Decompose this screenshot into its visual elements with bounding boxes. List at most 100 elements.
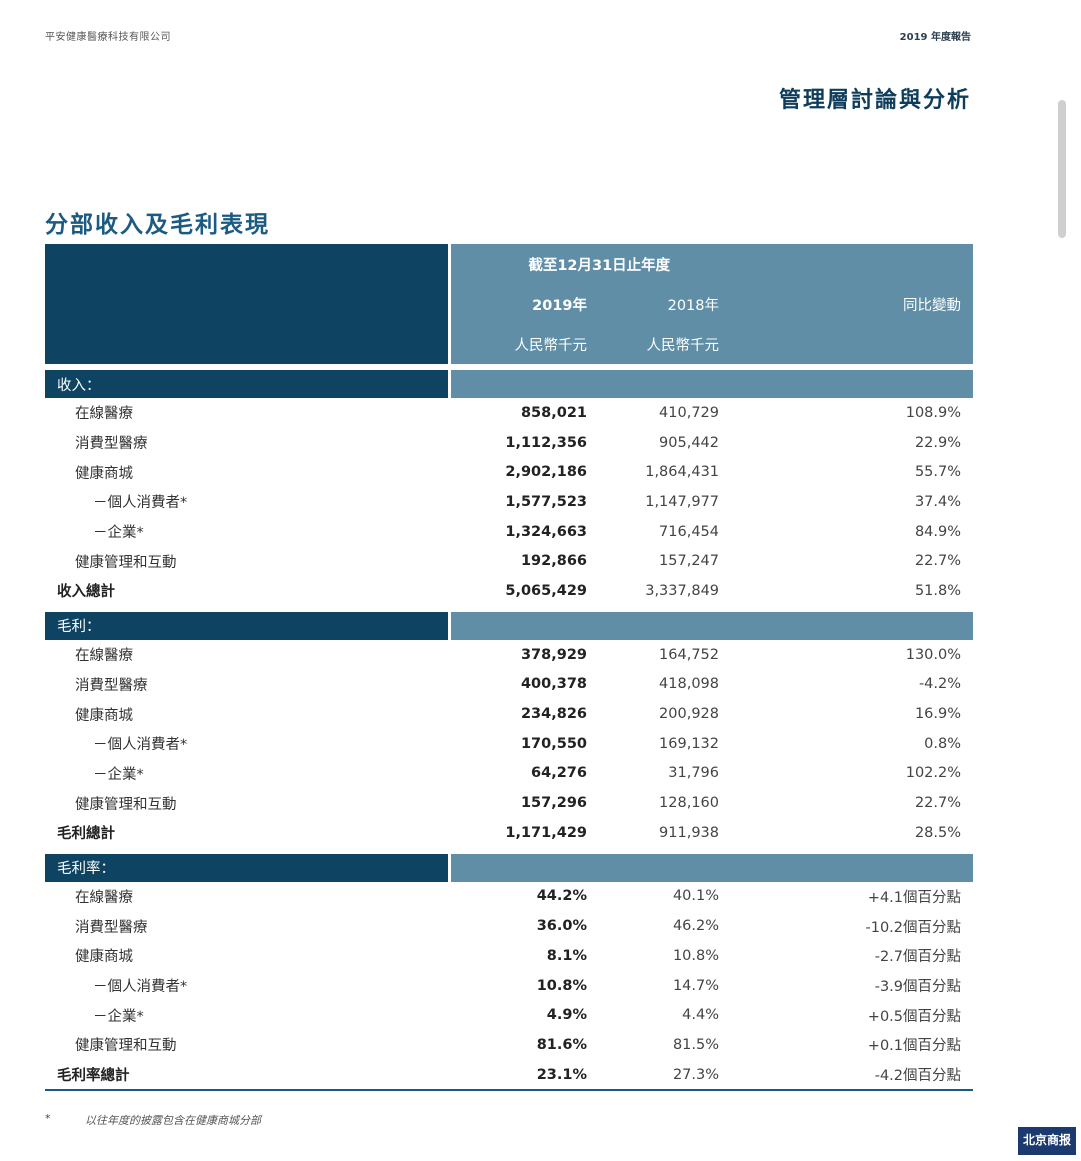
value-yoy: -3.9個百分點 [874,979,962,996]
table-row: －企業* 4.9% 4.4% +0.5個百分點 [45,1000,973,1030]
row-label: 健康管理和互動 [75,1038,177,1055]
value-2019: 1,324,663 [505,523,587,540]
currency-2019: 人民幣千元 [449,324,597,364]
value-2019: 5,065,429 [505,582,587,599]
table-row: 消費型醫療 36.0% 46.2% -10.2個百分點 [45,911,973,941]
value-yoy: -4.2% [918,676,962,693]
value-2018: 410,729 [659,404,720,421]
value-yoy: -10.2個百分點 [865,919,962,936]
col-header-2018: 2018年 [597,284,750,324]
table-row: －企業* 1,324,663 716,454 84.9% [45,517,973,547]
value-yoy: 84.9% [914,523,962,540]
segment-table: 截至12月31日止年度 2019年 2018年 同比變動 人民幣千元 人民幣千元… [45,244,974,1092]
value-2019: 157,296 [520,795,587,812]
value-2019: 858,021 [520,404,587,421]
value-2018: 128,160 [659,795,720,812]
row-label: 消費型醫療 [75,436,148,453]
value-2018: 716,454 [659,523,720,540]
report-title: 2019 年度報告 [899,32,971,43]
value-yoy: 28.5% [914,824,962,841]
row-label: 消費型醫療 [75,919,148,936]
row-label: －個人消費者* [93,495,188,512]
value-2018: 81.5% [672,1036,720,1053]
table-row: 消費型醫療 1,112,356 905,442 22.9% [45,428,973,458]
value-2019: 23.1% [449,1059,597,1092]
value-2018: 1,864,431 [645,464,720,481]
scrollbar[interactable] [1058,100,1066,238]
value-2018: 905,442 [659,434,720,451]
value-2019: 170,550 [520,735,587,752]
total-row: 收入總計 5,065,429 3,337,849 51.8% [45,576,973,606]
value-2018: 157,247 [659,553,720,570]
value-yoy: 16.9% [914,706,962,723]
row-label: 健康管理和互動 [75,554,177,571]
value-2018: 14.7% [672,977,720,994]
col-header-2019: 2019年 [449,284,597,324]
value-yoy: 22.7% [914,553,962,570]
value-2019: 1,112,356 [505,434,587,451]
value-2019: 378,929 [520,646,587,663]
value-2018: 3,337,849 [645,582,720,599]
table-row: 健康商城 8.1% 10.8% -2.7個百分點 [45,941,973,971]
value-yoy: 37.4% [914,493,962,510]
row-label: 健康管理和互動 [75,796,177,813]
section-label: 毛利： [45,611,451,640]
value-2018: 40.1% [672,888,720,905]
value-2018: 10.8% [672,947,720,964]
table-row: －個人消費者* 1,577,523 1,147,977 37.4% [45,487,973,517]
value-yoy: 51.8% [914,582,962,599]
row-label: 消費型醫療 [75,677,148,694]
value-yoy: 102.2% [905,765,962,782]
table-row: 在線醫療 858,021 410,729 108.9% [45,398,973,428]
value-2019: 234,826 [520,706,587,723]
section-header-row: 毛利： [45,611,974,640]
table-row: 健康管理和互動 81.6% 81.5% +0.1個百分點 [45,1030,973,1060]
table-row: 消費型醫療 400,378 418,098 -4.2% [45,670,973,700]
section-label: 毛利率： [45,853,451,882]
value-2018: 46.2% [672,918,720,935]
value-yoy: 55.7% [914,464,962,481]
footnote-mark: * [45,1112,51,1125]
row-label: 毛利總計 [57,826,115,843]
value-yoy: 0.8% [924,735,962,752]
section-title: 管理層討論與分析 [778,88,971,113]
row-label: 收入總計 [57,584,115,601]
value-2018: 31,796 [668,765,720,782]
value-yoy: -4.2個百分點 [749,1059,974,1092]
row-label: 毛利率總計 [45,1059,449,1092]
value-2019: 2,902,186 [505,464,587,481]
row-label: －企業* [93,766,144,783]
value-2018: 1,147,977 [645,493,720,510]
value-yoy: 22.9% [914,434,962,451]
value-yoy: 130.0% [905,646,962,663]
value-2019: 400,378 [520,676,587,693]
row-label: 健康商城 [75,707,133,724]
value-2018: 27.3% [597,1059,750,1092]
table-row: 健康商城 234,826 200,928 16.9% [45,699,973,729]
value-yoy: -2.7個百分點 [874,949,962,966]
value-2018: 164,752 [659,646,720,663]
company-name: 平安健康醫療科技有限公司 [45,32,171,43]
watermark-logo: 北京商报 [1018,1127,1076,1155]
table-row: －企業* 64,276 31,796 102.2% [45,759,973,789]
value-2018: 911,938 [659,824,720,841]
value-2018: 169,132 [659,735,720,752]
value-2019: 8.1% [546,947,587,964]
row-label: －個人消費者* [93,737,188,754]
value-2019: 44.2% [536,888,587,905]
value-2018: 418,098 [659,676,720,693]
value-2019: 10.8% [536,977,587,994]
table-row: －個人消費者* 170,550 169,132 0.8% [45,729,973,759]
value-2019: 64,276 [531,765,587,782]
table-row: 在線醫療 44.2% 40.1% +4.1個百分點 [45,882,973,912]
currency-2018: 人民幣千元 [597,324,750,364]
value-yoy: +4.1個百分點 [867,889,962,906]
section-label: 收入： [45,370,451,398]
section-header-row: 收入： [45,370,974,398]
value-2019: 192,866 [520,553,587,570]
table-row: 健康商城 2,902,186 1,864,431 55.7% [45,457,973,487]
total-row: 毛利率總計 23.1% 27.3% -4.2個百分點 [45,1059,974,1092]
footnote-text: 以往年度的披露包含在健康商城分部 [85,1114,261,1127]
value-2019: 1,577,523 [505,493,587,510]
row-label: 在線醫療 [75,889,133,906]
